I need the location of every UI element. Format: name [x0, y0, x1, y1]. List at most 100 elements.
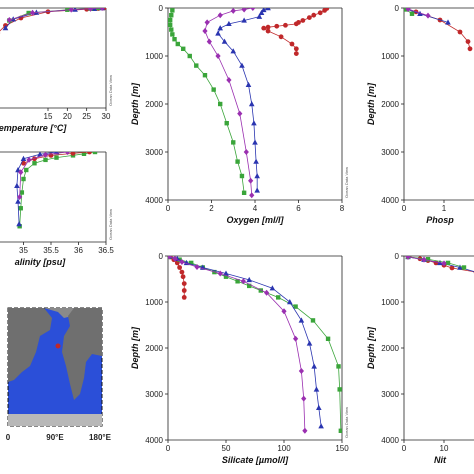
- oxygen-green-point: [218, 101, 223, 107]
- silicate-x-label: Silicate [µmol/l]: [222, 455, 289, 465]
- oxygen-green-point: [241, 190, 247, 195]
- silicate-green-point: [338, 428, 342, 433]
- nitrate-green-point: [445, 260, 451, 266]
- oxygen-blue-point: [248, 101, 255, 107]
- silicate-purple-point: [240, 278, 246, 285]
- silicate-ytick-label: 3000: [145, 390, 163, 399]
- oxygen-purple-point: [226, 77, 232, 83]
- silicate-purple-point: [172, 256, 178, 262]
- temperature-panel: 15 20 25 30 Temperature [°C] Ocean Data View: [0, 7, 113, 133]
- salinity-blue-point: [14, 182, 20, 188]
- silicate-ytick-label: 2000: [145, 344, 163, 353]
- oxygen-xtick-label: 6: [296, 204, 301, 213]
- nitrate-xtick-label: 0: [402, 444, 407, 453]
- salinity-blue-point: [16, 221, 22, 227]
- silicate-green-line: [169, 256, 342, 431]
- salinity-xtick-label: 36: [74, 246, 83, 255]
- salinity-watermark: Ocean Data View: [108, 209, 113, 240]
- temperature-purple-point: [68, 8, 74, 13]
- temperature-watermark: Ocean Data View: [108, 75, 113, 106]
- phosphate-red-line: [405, 8, 471, 49]
- phosphate-green-point: [404, 8, 409, 12]
- silicate-green-point: [293, 304, 298, 309]
- silicate-blue-point: [306, 340, 313, 346]
- silicate-red-point: [179, 269, 185, 275]
- silicate-purple-point: [281, 308, 287, 315]
- temperature-xtick-label: 30: [102, 112, 111, 121]
- silicate-blue-point: [269, 285, 276, 291]
- oxygen-blue-point: [239, 62, 245, 68]
- silicate-green-point: [235, 279, 240, 284]
- silicate-ytick-label: 4000: [145, 436, 163, 445]
- oxygen-blue-point: [265, 8, 271, 11]
- phosphate-y-label: Depth [m]: [366, 82, 376, 125]
- oxygen-xtick-label: 2: [209, 204, 214, 213]
- oxygen-purple-point: [215, 53, 221, 59]
- oxygen-purple-point: [230, 8, 236, 14]
- oxygen-blue-point: [221, 38, 228, 44]
- silicate-green-point: [223, 274, 229, 279]
- temperature-x-label: Temperature [°C]: [0, 123, 67, 133]
- oxygen-xtick-label: 4: [253, 204, 258, 213]
- oxygen-purple-line: [204, 8, 253, 196]
- salinity-purple-point: [42, 152, 49, 158]
- nitrate-y-label: Depth [m]: [366, 326, 376, 369]
- salinity-panel: 35 35.5 36 36.5 alinity [psu] Ocean Data View: [0, 151, 114, 267]
- phosphate-red-point: [467, 46, 473, 52]
- oxygen-green-point: [175, 41, 180, 47]
- nitrate-green-line: [407, 256, 465, 268]
- salinity-xtick-label: 36.5: [98, 246, 114, 255]
- oxygen-red-point: [322, 8, 327, 13]
- oxygen-xtick-label: 8: [340, 204, 345, 213]
- silicate-blue-point: [223, 270, 229, 276]
- oxygen-red-point: [283, 22, 288, 28]
- phosphate-purple-line: [407, 8, 429, 17]
- oxygen-ytick-label: 2000: [145, 100, 163, 109]
- oxygen-green-point: [202, 73, 208, 78]
- silicate-panel: 0 50 100 150 0 1000 2000 3000 4000 Silicate [µmol…: [130, 252, 349, 465]
- oxygen-blue-point: [256, 13, 263, 19]
- salinity-purple-point: [64, 152, 71, 155]
- oxygen-green-point: [235, 159, 240, 164]
- phosphate-xtick-label: 0: [402, 204, 407, 213]
- silicate-green-point: [336, 364, 341, 369]
- silicate-watermark: Ocean Data View: [344, 407, 349, 438]
- phosphate-ytick-label: 4000: [381, 196, 399, 205]
- silicate-blue-line: [169, 256, 322, 427]
- phosphate-purple-point: [405, 8, 411, 12]
- silicate-green-point: [310, 318, 316, 323]
- nitrate-green-point: [461, 265, 467, 270]
- phosphate-ytick-label: 3000: [381, 148, 399, 157]
- oxygen-red-point: [278, 34, 284, 40]
- silicate-xtick-label: 0: [166, 444, 171, 453]
- oxygen-green-line: [169, 10, 245, 193]
- nitrate-panel: 0 10 0 1000 2000 3000 4000 Nit Depth [m]: [366, 252, 474, 465]
- silicate-green-point: [189, 260, 194, 266]
- map-land-antarctica: [8, 414, 102, 426]
- oxygen-green-point: [194, 63, 199, 68]
- silicate-green-point: [247, 283, 252, 289]
- salinity-green-point: [17, 224, 22, 229]
- temperature-red-line: [0, 8, 105, 32]
- temperature-purple-point: [6, 17, 12, 23]
- oxygen-blue-point: [251, 120, 257, 126]
- salinity-green-point: [81, 152, 87, 156]
- phosphate-panel: 0 1 0 1000 2000 3000 4000 Phosp Depth [m]: [366, 4, 474, 225]
- oxygen-purple-point: [248, 177, 254, 184]
- silicate-green-point: [337, 387, 342, 392]
- salinity-green-point: [24, 167, 29, 173]
- nitrate-ytick-label: 1000: [381, 298, 399, 307]
- silicate-green-point: [325, 336, 331, 341]
- oxygen-ytick-label: 3000: [145, 148, 163, 157]
- map-land-americas: [8, 308, 52, 382]
- oxygen-blue-point: [215, 30, 221, 36]
- nitrate-red-point: [449, 265, 455, 271]
- oxygen-panel: 0 2 4 6 8 0 1000 2000 3000 4000 Oxygen [ml/l] Depth…: [130, 4, 349, 225]
- phosphate-ytick-label: 0: [395, 4, 400, 13]
- salinity-red-point: [70, 152, 76, 156]
- oxygen-green-point: [169, 27, 174, 32]
- salinity-purple-point: [17, 194, 23, 200]
- temperature-green-point: [26, 10, 31, 16]
- temperature-xtick-label: 25: [82, 112, 91, 121]
